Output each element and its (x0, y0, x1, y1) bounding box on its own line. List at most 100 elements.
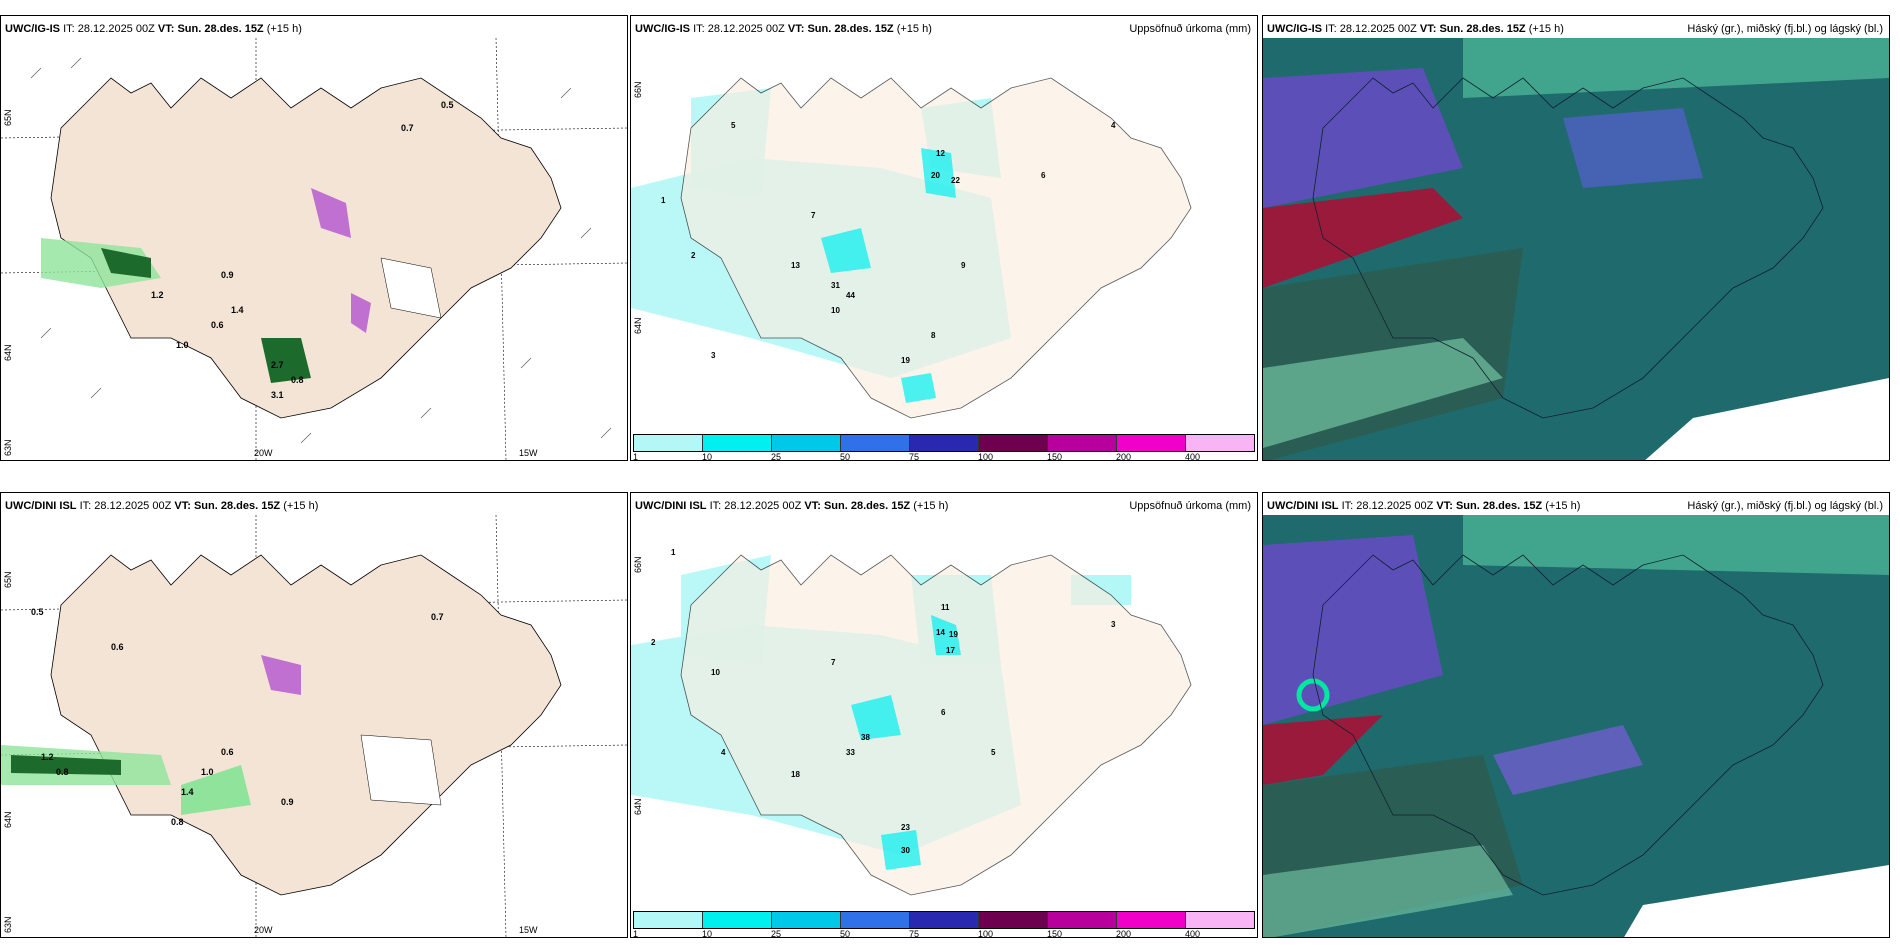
it-label: IT: (63, 23, 75, 35)
lead-time: (+15 h) (913, 500, 949, 512)
wind-label: 0.6 (211, 320, 224, 330)
wind-label: 0.5 (31, 607, 44, 617)
precip-value-label: 38 (861, 733, 870, 742)
precip-value-label: 10 (711, 668, 720, 677)
precip-value-label: 1 (661, 196, 666, 205)
colorbar-label: 400 (1185, 452, 1201, 461)
model-name: UWC/DINI ISL (635, 500, 707, 512)
precip-value-label: 5 (991, 748, 996, 757)
lat-label: 64N (3, 811, 13, 828)
it-value: 28.12.2025 00Z (1356, 500, 1434, 512)
precip-value-label: 6 (1041, 171, 1046, 180)
precip-value-label: 4 (721, 748, 726, 757)
wind-map: 0.5 0.7 0.9 0.6 1.0 1.2 2.7 3.1 1.4 0.8 (1, 38, 627, 460)
colorbar-segment (1186, 435, 1254, 451)
lon-label: 20W (254, 448, 273, 458)
colorbar-label: 10 (702, 452, 713, 461)
it-label: IT: (693, 23, 705, 35)
precip-value-label: 6 (941, 708, 946, 717)
colorbar-label: 400 (1185, 929, 1201, 938)
precip-value-label: 8 (931, 331, 936, 340)
vt-value: Sun. 28.des. 15Z (1439, 23, 1526, 35)
precip-value-label: 22 (951, 176, 960, 185)
precip-value-label: 13 (791, 261, 800, 270)
lat-label: 66N (633, 81, 643, 98)
precip-value-label: 14 (936, 628, 945, 637)
lon-label: 15W (519, 448, 538, 458)
colorbar-label: 50 (840, 929, 851, 938)
colorbar-segment (772, 435, 841, 451)
precip-value-label: 30 (901, 846, 910, 855)
wind-label: 1.4 (231, 305, 244, 315)
it-value: 28.12.2025 00Z (77, 23, 155, 35)
panel-header: UWC/IG-IS IT: 28.12.2025 00Z VT: Sun. 28… (1267, 22, 1883, 36)
wind-label: 0.6 (111, 642, 124, 652)
wind-label: 0.8 (171, 817, 184, 827)
panel-header: UWC/DINI ISL IT: 28.12.2025 00Z VT: Sun.… (5, 499, 621, 513)
model-name: UWC/IG-IS (635, 23, 690, 35)
model-name: UWC/IG-IS (5, 23, 60, 35)
panel-wind-bottom: UWC/DINI ISL IT: 28.12.2025 00Z VT: Sun.… (0, 492, 628, 938)
lat-label: 65N (3, 571, 13, 588)
precip-value-label: 4 (1111, 121, 1116, 130)
colorbar-label: 200 (1116, 929, 1132, 938)
model-name: UWC/DINI ISL (5, 500, 77, 512)
lon-label: 15W (519, 925, 538, 935)
vt-value: Sun. 28.des. 15Z (1455, 500, 1543, 512)
wind-label: 1.2 (151, 290, 164, 300)
wind-label: 0.6 (221, 747, 234, 757)
vt-value: Sun. 28.des. 15Z (823, 500, 911, 512)
precip-value-label: 23 (901, 823, 910, 832)
colorbar-segment (979, 435, 1048, 451)
lead-time: (+15 h) (266, 23, 302, 35)
colorbar-labels: 1 10 25 50 75 100 150 200 400 (633, 929, 1255, 938)
colorbar-segment (1186, 912, 1254, 928)
lead-time: (+15 h) (283, 500, 319, 512)
colorbar-segment (979, 912, 1048, 928)
precip-value-label: 11 (941, 603, 950, 612)
panel-clouds-bottom: UWC/DINI ISL IT: 28.12.2025 00Z VT: Sun.… (1262, 492, 1890, 938)
colorbar-segment (634, 435, 703, 451)
vt-label: VT: (804, 500, 821, 512)
colorbar-label: 1 (633, 452, 639, 461)
precip-value-label: 3 (711, 351, 716, 360)
colorbar-segment (910, 435, 979, 451)
precip-value-label: 31 (831, 281, 840, 290)
lat-label: 64N (633, 317, 643, 334)
clouds-map (1263, 38, 1889, 460)
precip-title: Uppsöfnuð úrkoma (mm) (1129, 23, 1251, 35)
it-value: 28.12.2025 00Z (94, 500, 172, 512)
precip-value-label: 1 (671, 548, 676, 557)
it-label: IT: (709, 500, 722, 512)
wind-label: 0.7 (401, 123, 414, 133)
lat-label: 63N (3, 439, 13, 456)
colorbar-segment (1048, 912, 1117, 928)
precip-value-label: 2 (691, 251, 696, 260)
precip-value-label: 19 (949, 630, 958, 639)
lat-label: 64N (633, 798, 643, 815)
vt-label: VT: (174, 500, 191, 512)
vt-label: VT: (787, 23, 805, 35)
wind-map: 0.5 0.8 1.2 0.6 0.7 0.9 1.0 1.4 0.8 0.6 (1, 515, 627, 937)
colorbar-segment (841, 435, 910, 451)
wind-label: 1.0 (176, 340, 189, 350)
it-label: IT: (1325, 23, 1337, 35)
colorbar-segment (772, 912, 841, 928)
precip-value-label: 17 (946, 646, 955, 655)
colorbar-label: 150 (1047, 929, 1063, 938)
colorbar-segment (634, 912, 703, 928)
colorbar-label: 100 (978, 452, 994, 461)
colorbar-labels: 1 10 25 50 75 100 150 200 400 (633, 452, 1255, 461)
colorbar-segment (1117, 435, 1186, 451)
panel-header: UWC/DINI ISL IT: 28.12.2025 00Z VT: Sun.… (635, 499, 1251, 513)
it-label: IT: (79, 500, 92, 512)
wind-label: 0.5 (441, 100, 454, 110)
lead-time: (+15 h) (1528, 23, 1564, 35)
wind-label: 0.8 (56, 767, 69, 777)
vt-label: VT: (1436, 500, 1453, 512)
precip-value-label: 5 (731, 121, 736, 130)
precip-value-label: 19 (901, 356, 910, 365)
lon-label: 20W (254, 925, 273, 935)
precip-value-label: 10 (831, 306, 840, 315)
lat-label: 63N (3, 916, 13, 933)
